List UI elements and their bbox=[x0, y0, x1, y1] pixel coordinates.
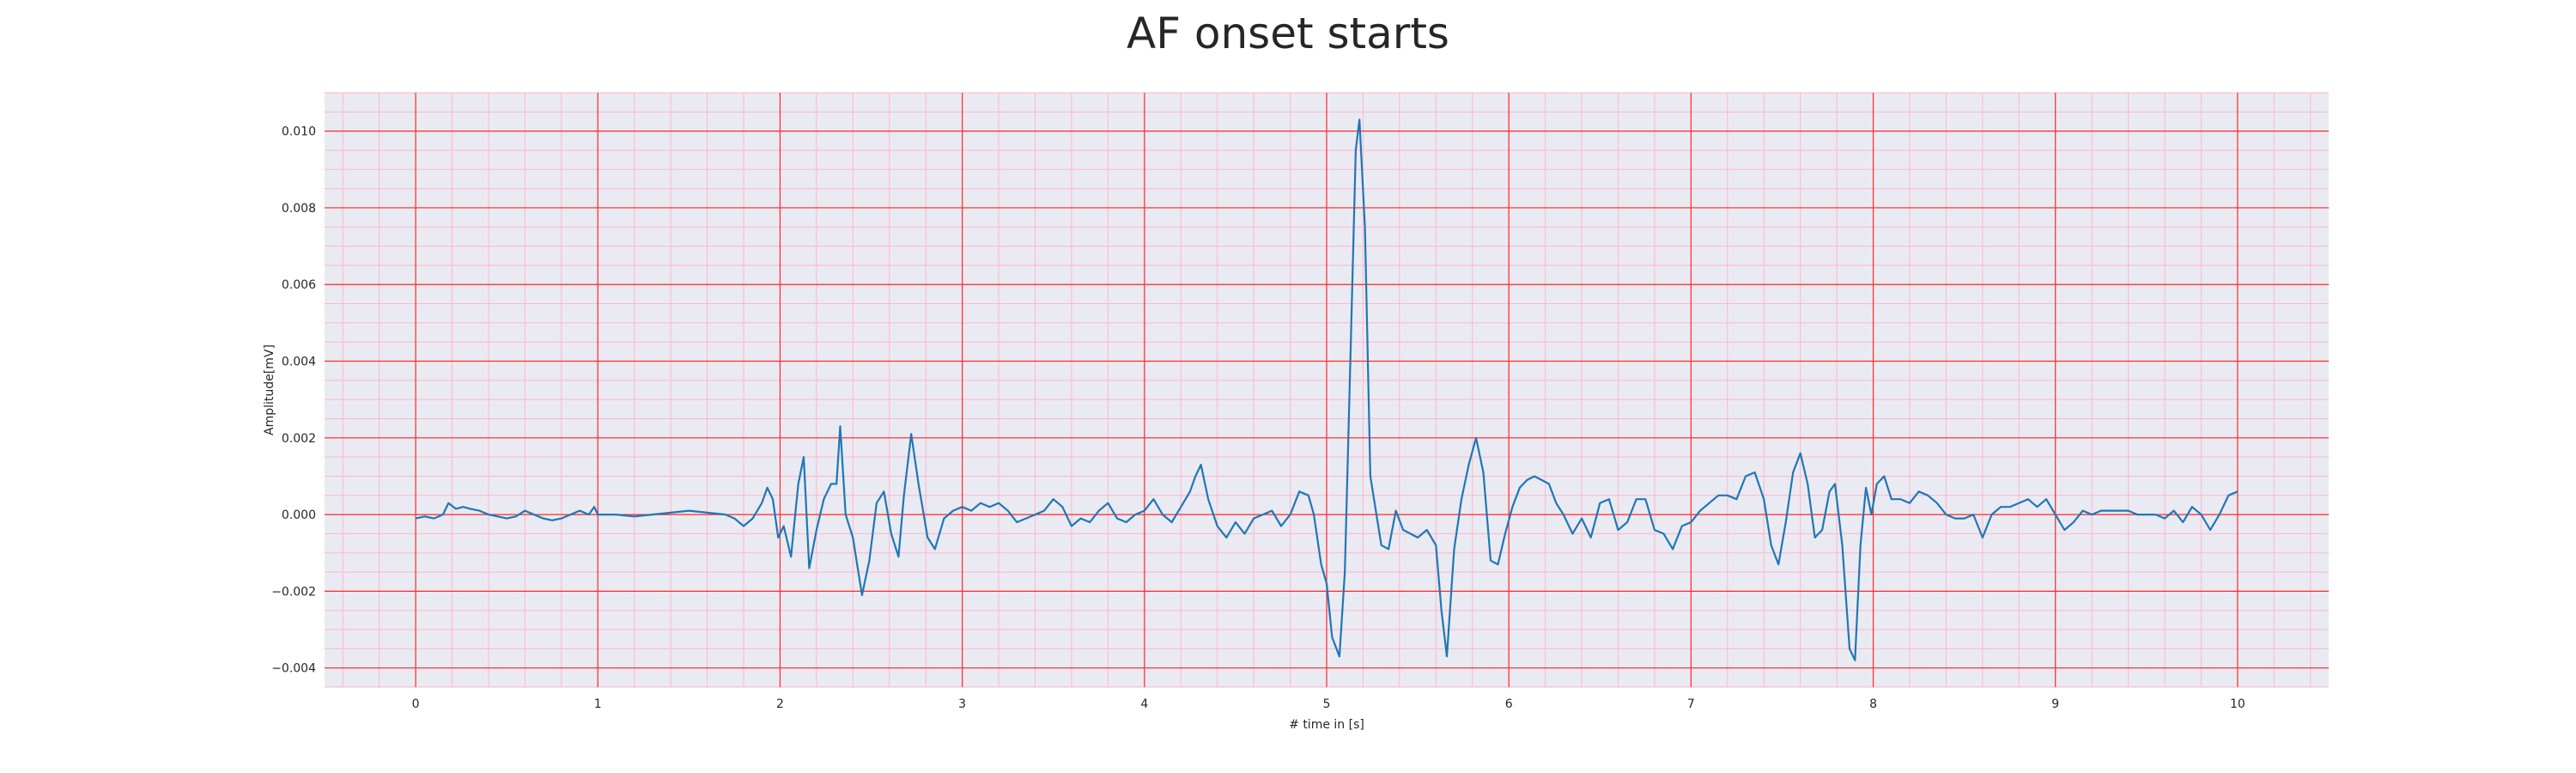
x-axis-label: # time in [s] bbox=[1289, 718, 1364, 732]
y-tick-label: 0.002 bbox=[282, 432, 316, 446]
y-tick-label: −0.004 bbox=[271, 662, 316, 676]
y-axis-label: Amplitude[mV] bbox=[263, 344, 276, 435]
y-axis-ticks: −0.004 −0.002 0.000 0.002 0.004 0.006 0.008 0.0… bbox=[271, 125, 316, 676]
y-tick-label: 0.000 bbox=[282, 508, 316, 522]
y-tick-label: −0.002 bbox=[271, 585, 316, 599]
major-grid bbox=[325, 93, 2329, 687]
x-tick-label: 2 bbox=[776, 697, 784, 711]
x-tick-label: 3 bbox=[958, 697, 966, 711]
x-tick-label: 8 bbox=[1869, 697, 1877, 711]
x-tick-label: 6 bbox=[1505, 697, 1513, 711]
x-tick-label: 1 bbox=[594, 697, 602, 711]
x-tick-label: 5 bbox=[1323, 697, 1331, 711]
x-axis-ticks: 0 1 2 3 4 5 6 7 8 9 10 bbox=[412, 697, 2245, 711]
x-tick-label: 0 bbox=[412, 697, 420, 711]
y-tick-label: 0.004 bbox=[282, 356, 316, 369]
y-tick-label: 0.010 bbox=[282, 125, 316, 139]
series-line bbox=[415, 119, 2239, 661]
chart-title: AF onset starts bbox=[1127, 9, 1449, 58]
y-tick-label: 0.008 bbox=[282, 202, 316, 216]
y-tick-label: 0.006 bbox=[282, 278, 316, 292]
x-tick-label: 9 bbox=[2051, 697, 2059, 711]
x-tick-label: 10 bbox=[2230, 697, 2245, 711]
x-tick-label: 4 bbox=[1140, 697, 1148, 711]
x-tick-label: 7 bbox=[1687, 697, 1695, 711]
